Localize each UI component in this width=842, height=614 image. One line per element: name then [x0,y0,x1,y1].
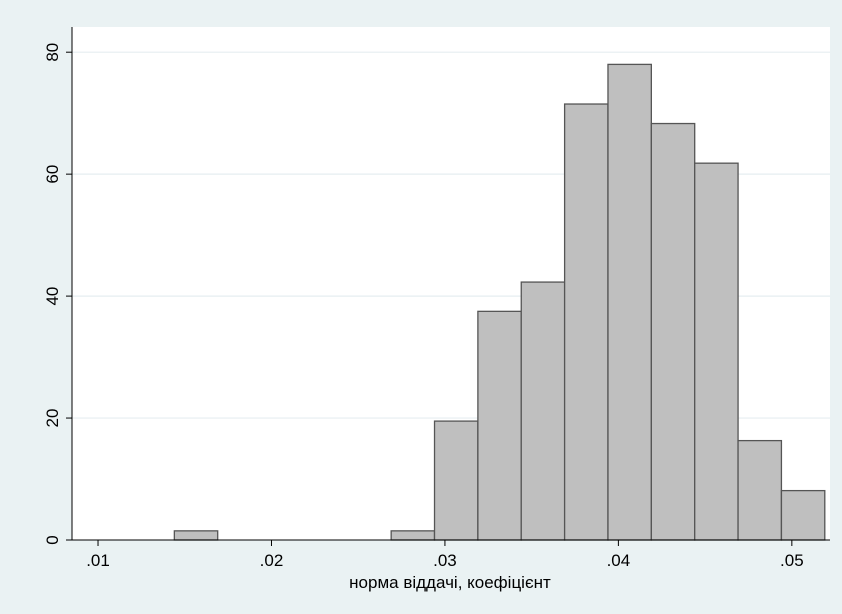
x-ticks: .01 .02 .03 .04 .05 [86,540,804,570]
y-tick-label: 40 [43,287,62,306]
y-tick-label: 0 [43,535,62,544]
x-axis-label: норма віддачі, коефіцієнт [349,573,551,592]
axes [71,27,830,541]
y-tick-label: 20 [43,409,62,428]
histogram-bar [520,281,566,541]
x-tick-label: .04 [607,551,631,570]
y-ticks: 0 20 40 60 80 [43,43,72,545]
histogram-bar [607,63,652,541]
histogram-bar [780,489,826,541]
histogram-bar [173,530,219,541]
x-tick-label: .01 [86,551,110,570]
x-tick-label: .02 [260,551,284,570]
x-tick-label: .03 [433,551,457,570]
histogram-bar [650,122,696,541]
histogram-bar [390,530,436,541]
histogram-bar [737,439,783,541]
y-tick-label: 60 [43,165,62,184]
histogram-bars [173,63,826,541]
histogram-bar [477,310,522,541]
histogram-bar [563,103,609,541]
x-tick-label: .05 [780,551,804,570]
histogram-bar [433,420,479,541]
histogram-bar [694,162,739,541]
y-tick-label: 80 [43,43,62,62]
